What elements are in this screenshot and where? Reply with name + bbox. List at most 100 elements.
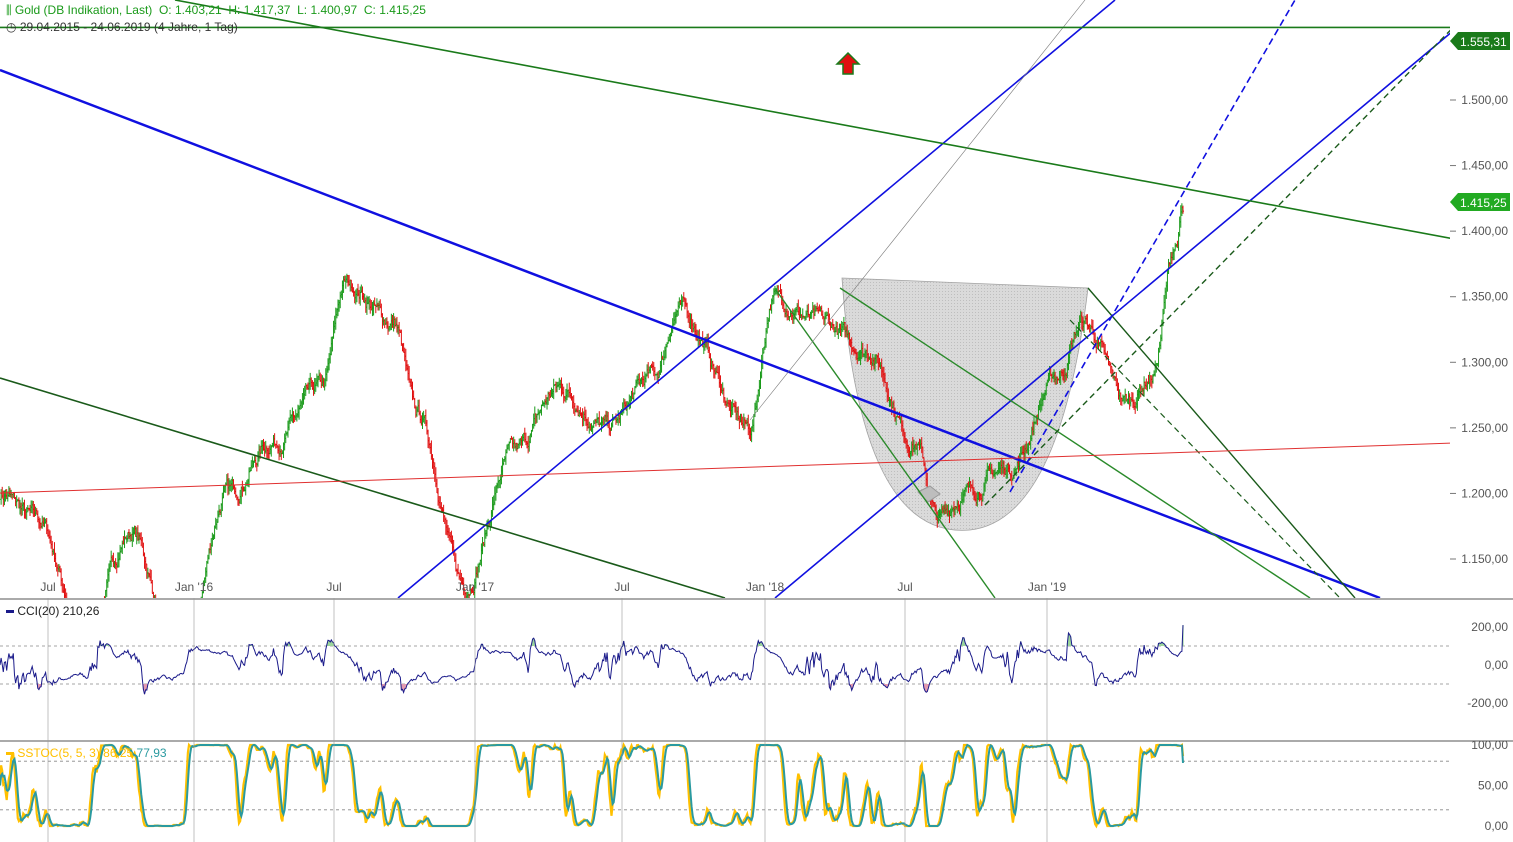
date-range: 29.04.2015 - 24.06.2019 <box>19 20 151 34</box>
price-bar <box>195 623 197 639</box>
cci-legend: CCI(20) 210,26 <box>6 604 99 618</box>
x-tick-label: Jan '16 <box>175 580 214 594</box>
cci-legend-swatch <box>6 610 14 614</box>
price-bar <box>180 667 182 678</box>
price-bar <box>162 625 164 632</box>
last-price-badge-text: 1.415,25 <box>1460 196 1507 210</box>
price-bar <box>164 622 166 635</box>
price-bar <box>102 599 104 611</box>
price-bar <box>100 602 102 611</box>
axis-layer: Jul Jan '16 Jul Jan '17 Jul Jan '18 Jul Jan '19… <box>40 93 1508 842</box>
price-bar <box>174 659 176 671</box>
blue-channel-upper <box>397 0 1116 598</box>
y-tick-label: 1.500,00 <box>1461 93 1508 107</box>
chart-header-line1: ⫼ Gold (DB Indikation, Last) O: 1.403,21… <box>6 3 426 18</box>
price-bar <box>88 626 90 639</box>
price-bar <box>198 607 200 613</box>
cci-y-tick-label: 0,00 <box>1485 658 1509 672</box>
price-bar <box>92 618 94 626</box>
price-bar <box>78 621 80 627</box>
y-tick-label: 1.300,00 <box>1461 355 1508 369</box>
stochastic-y-tick-label: 50,00 <box>1478 779 1508 793</box>
resistance-badge: 1.555,31 <box>1450 32 1510 50</box>
price-bar <box>170 653 172 666</box>
price-bar <box>94 620 96 629</box>
price-bar <box>86 628 88 635</box>
stochastic-d-line <box>0 743 1184 828</box>
x-tick-label: Jul <box>897 580 912 594</box>
gray-trend-line <box>749 0 1086 421</box>
price-bar <box>199 599 201 615</box>
cci-y-tick-label: -200,00 <box>1467 696 1508 710</box>
price-panel[interactable] <box>0 0 1513 684</box>
cci-label: CCI(20) <box>17 604 60 618</box>
green-dashed-uptrend <box>984 29 1450 506</box>
price-bar <box>157 611 159 620</box>
price-bar <box>175 665 177 673</box>
blue-downtrend-line <box>0 68 1381 598</box>
price-bar <box>1182 205 1184 214</box>
ohlc-high: 1.417,37 <box>243 3 291 17</box>
instrument-name: Gold (DB Indikation, Last) <box>14 3 153 17</box>
y-tick-label: 1.400,00 <box>1461 224 1508 238</box>
x-tick-label: Jul <box>40 580 55 594</box>
price-bar <box>156 609 158 617</box>
stochastic-d-value: 77,93 <box>136 746 167 760</box>
price-bar <box>167 645 169 656</box>
red-trend-line <box>0 442 1450 494</box>
stochastic-panel[interactable] <box>0 742 1450 829</box>
y-tick-label: 1.450,00 <box>1461 159 1508 173</box>
last-price-badge: 1.415,25 <box>1450 193 1510 211</box>
cci-value: 210,26 <box>62 604 100 618</box>
price-bar <box>166 631 168 653</box>
y-tick-label: 1.150,00 <box>1461 552 1508 566</box>
price-bar <box>160 623 162 628</box>
price-bar <box>181 667 183 678</box>
blue-channel-lower <box>774 32 1450 598</box>
ohlc-open: 1.403,21 <box>174 3 222 17</box>
green-long-downtrend <box>174 0 1450 240</box>
price-bar <box>84 622 86 634</box>
price-bar <box>611 413 614 428</box>
stochastic-y-tick-label: 0,00 <box>1485 819 1509 833</box>
green-lower-downtrend <box>0 377 726 598</box>
y-tick-label: 1.350,00 <box>1461 290 1508 304</box>
price-bar <box>90 617 92 631</box>
stochastic-legend-swatch <box>6 752 14 756</box>
price-bar <box>96 623 98 633</box>
stochastic-legend: SSTOC(5, 5, 3) 86,25 77,93 <box>6 746 167 760</box>
x-tick-label: Jul <box>326 580 341 594</box>
price-bar <box>155 594 157 598</box>
price-bar <box>178 664 180 681</box>
price-bar <box>152 591 154 598</box>
stochastic-k-value: 86,25 <box>103 746 134 760</box>
price-bar <box>81 621 83 629</box>
price-bar <box>169 644 171 662</box>
price-bar <box>165 626 167 639</box>
price-bar <box>159 621 161 626</box>
cci-y-tick-label: 200,00 <box>1471 620 1508 634</box>
price-bar <box>91 620 93 630</box>
ohlc-close: 1.415,25 <box>379 3 426 17</box>
price-bar <box>182 675 184 684</box>
price-bar <box>189 645 191 648</box>
price-bar <box>200 596 202 598</box>
cci-panel[interactable] <box>0 625 1450 695</box>
price-bar <box>101 600 103 613</box>
x-tick-label: Jan '19 <box>1028 580 1067 594</box>
cci-oversold-fill <box>18 684 1097 695</box>
price-bar <box>158 611 160 627</box>
price-bar <box>191 640 193 649</box>
price-bar <box>172 659 174 675</box>
price-bar <box>196 611 198 626</box>
price-bar <box>66 592 68 598</box>
price-bar <box>87 627 89 632</box>
cci-line <box>0 625 1184 695</box>
x-tick-label: Jul <box>614 580 629 594</box>
green-channel-4 <box>1069 319 1341 598</box>
candles-icon: ⫼ <box>6 3 12 17</box>
period: (4 Jahre, 1 Tag) <box>153 20 238 34</box>
cup-formation <box>841 277 1089 531</box>
y-tick-label: 1.200,00 <box>1461 486 1508 500</box>
